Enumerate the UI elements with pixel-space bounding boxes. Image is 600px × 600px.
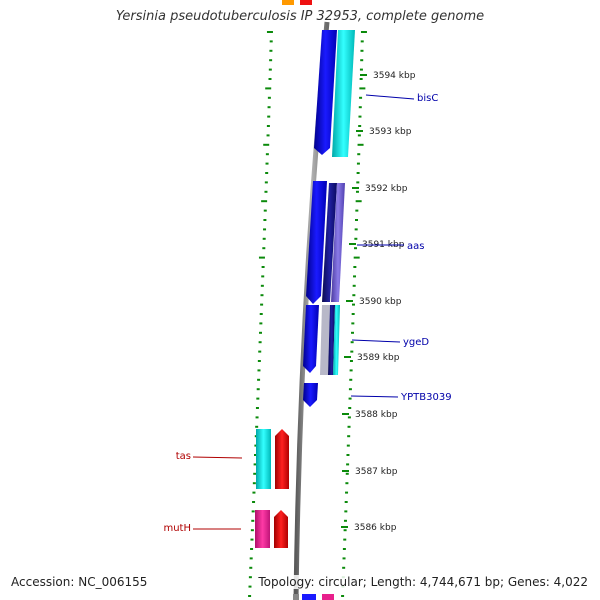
tick-label: 3590 kbp [359, 297, 402, 307]
genome-summary: Topology: circular; Length: 4,744,671 bp… [256, 575, 590, 589]
tick-label: 3586 kbp [354, 523, 397, 533]
YPTB3039-leader [350, 395, 399, 398]
feature-top-orange [282, 0, 294, 5]
feature-bottom-magenta [322, 594, 334, 600]
feature-bottom-blue [302, 594, 316, 600]
cds-aas-forward [306, 181, 327, 304]
cds-tas-cyan [256, 429, 271, 489]
accession-text: Accession: NC_006155 [9, 575, 150, 589]
cds-ygeD-partner-grey [320, 305, 330, 375]
gene-label-bisC[interactable]: bisC [417, 93, 438, 104]
tick-label: 3593 kbp [369, 127, 412, 137]
gene-labels: bisC aas ygeD YPTB3039 tas mutH [163, 93, 451, 534]
gene-label-mutH[interactable]: mutH [163, 523, 191, 534]
tick-label: 3588 kbp [355, 410, 398, 420]
cds-ygeD-partner-navy [328, 305, 335, 375]
map-title: Yersinia pseudotuberculosis IP 32953, co… [115, 9, 485, 24]
cds-mutH-red [274, 510, 288, 548]
summary-text: Topology: circular; Length: 4,744,671 bp… [256, 575, 590, 589]
tick-label: 3594 kbp [373, 71, 416, 81]
feature-top-red [300, 0, 312, 5]
outer-tick-track [248, 31, 273, 597]
gene-label-aas[interactable]: aas [407, 241, 424, 252]
gene-label-ygeD[interactable]: ygeD [403, 337, 429, 348]
tick-label: 3592 kbp [365, 184, 408, 194]
cds-ygeD-partner-cyan [333, 305, 340, 375]
tas-leader [192, 456, 243, 459]
cds-ygeD-forward [303, 305, 319, 373]
cds-bisC-forward [314, 30, 337, 155]
gene-label-YPTB3039[interactable]: YPTB3039 [400, 392, 452, 403]
tick-label: 3587 kbp [355, 467, 398, 477]
ygeD-leader [351, 339, 401, 343]
cds-aas-partner-slate [331, 183, 345, 302]
gene-label-tas[interactable]: tas [176, 451, 191, 462]
cds-aas-partner-navy [322, 183, 337, 302]
bisC-leader [365, 94, 415, 100]
cds-YPTB3039-forward [303, 383, 318, 407]
feature-bottom-grey [293, 594, 299, 600]
accession-label: Accession: NC_006155 [9, 575, 150, 589]
tick-label: 3589 kbp [357, 353, 400, 363]
cds-mutH-magenta [255, 510, 270, 548]
cds-bisC-partner [332, 30, 355, 157]
cds-tas-red [275, 429, 289, 489]
